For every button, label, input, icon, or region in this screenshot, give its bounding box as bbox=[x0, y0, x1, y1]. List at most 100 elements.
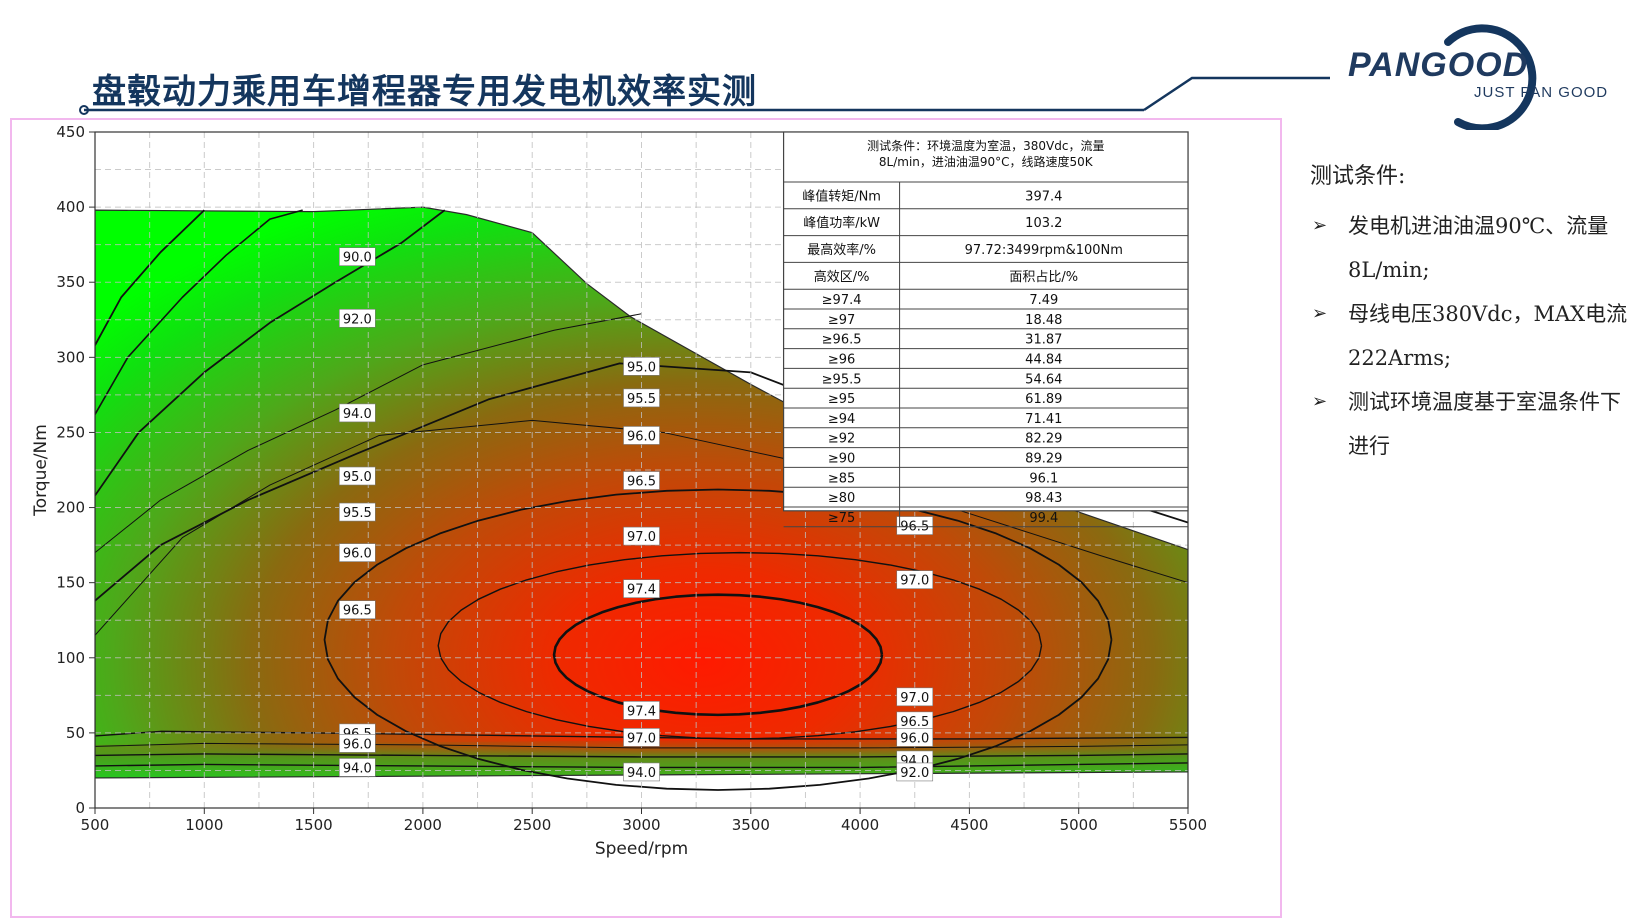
contour-label-box bbox=[339, 308, 376, 328]
table-cell-label: ≥95 bbox=[828, 392, 855, 407]
contour-90.0 bbox=[95, 209, 205, 346]
y-tick-label: 250 bbox=[56, 423, 85, 441]
table-cell-label: ≥97 bbox=[828, 313, 855, 328]
table-cell-value: 99.4 bbox=[1029, 511, 1058, 526]
contour-label-box bbox=[623, 526, 660, 546]
contour-label: 96.5 bbox=[900, 715, 929, 730]
table-cell-label: 最高效率/% bbox=[807, 242, 876, 258]
slide-title: 盘毂动力乘用车增程器专用发电机效率实测 bbox=[92, 72, 757, 112]
y-tick-label: 100 bbox=[56, 649, 85, 667]
contour-label-box bbox=[623, 728, 660, 747]
x-tick-label: 5000 bbox=[1060, 816, 1098, 834]
contour-label: 97.0 bbox=[900, 574, 929, 589]
contour-label-box bbox=[339, 543, 376, 562]
contour-label: 97.4 bbox=[627, 704, 656, 719]
table-cell-value: 61.89 bbox=[1025, 392, 1062, 407]
contour-label: 95.0 bbox=[343, 470, 372, 485]
contour-label: 97.0 bbox=[900, 691, 929, 706]
table-cell-label: ≥90 bbox=[828, 452, 855, 467]
test-conditions-heading: 测试条件: bbox=[1310, 164, 1406, 189]
test-condition-text: 发电机进油油温90℃、流量8L/min; bbox=[1348, 214, 1609, 282]
y-tick-label: 0 bbox=[75, 799, 85, 817]
header-rule-dot bbox=[79, 105, 89, 115]
contour-label: 96.5 bbox=[627, 475, 656, 490]
contour-label-box bbox=[339, 466, 376, 486]
contour-97.0 bbox=[437, 551, 1043, 740]
y-tick-label: 300 bbox=[56, 348, 85, 366]
contour-label-box bbox=[339, 600, 376, 620]
max-torque-envelope-line bbox=[95, 206, 1188, 779]
logo-ring bbox=[1444, 24, 1537, 130]
table-cell-value: 31.87 bbox=[1025, 333, 1062, 348]
contour-label-box bbox=[339, 734, 376, 753]
x-tick-label: 3000 bbox=[622, 816, 660, 834]
logo: PANGOOD bbox=[1348, 46, 1529, 84]
arrow-bullet-icon: ➢ bbox=[1312, 391, 1328, 412]
contour-label-box bbox=[339, 502, 376, 522]
contour-label: 97.0 bbox=[627, 530, 656, 545]
arrow-bullet-icon: ➢ bbox=[1312, 303, 1328, 324]
contour-label-box bbox=[339, 758, 376, 777]
contour-label-box bbox=[339, 403, 376, 423]
contour-label-box bbox=[896, 570, 934, 589]
contour-label-box bbox=[623, 579, 660, 598]
contour-label-box bbox=[896, 516, 934, 535]
contour-label: 96.0 bbox=[343, 737, 372, 752]
contour-label-box bbox=[896, 687, 934, 707]
test-condition-item: ➢ 测试环境温度基于室温条件下进行 bbox=[1310, 380, 1630, 468]
test-condition-item: ➢ 母线电压380Vdc，MAX电流222Arms; bbox=[1310, 292, 1630, 380]
test-conditions-panel: 测试条件: ➢ 发电机进油油温90℃、流量8L/min; ➢ 母线电压380Vd… bbox=[1310, 158, 1630, 468]
y-tick-label: 450 bbox=[56, 123, 85, 141]
contour-label: 97.4 bbox=[627, 583, 656, 598]
header-decoration bbox=[79, 24, 1537, 130]
table-cell-label: ≥75 bbox=[828, 511, 855, 526]
test-condition-text: 测试环境温度基于室温条件下进行 bbox=[1348, 390, 1621, 458]
contour-label: 95.5 bbox=[343, 506, 372, 521]
contour-label: 96.0 bbox=[343, 547, 372, 562]
table-cell-value: 面积占比/% bbox=[1009, 270, 1078, 285]
table-cell-value: 7.49 bbox=[1029, 293, 1058, 308]
header-rule-kink bbox=[1143, 76, 1330, 112]
contour-label-box bbox=[623, 357, 660, 376]
y-tick-label: 150 bbox=[56, 574, 85, 592]
y-tick-label: 200 bbox=[56, 499, 85, 517]
arrow-bullet-icon: ➢ bbox=[1312, 215, 1328, 236]
efficiency-map-chart: 500 1000 1500 2000 2500 3000 3500 4000 4500 5000 5… bbox=[31, 123, 1207, 859]
x-tick-label: 2000 bbox=[404, 816, 442, 834]
contour-label-box bbox=[623, 762, 660, 782]
contour-label: 95.5 bbox=[627, 392, 656, 407]
contour-label-box bbox=[896, 762, 934, 782]
table-cell-label: ≥80 bbox=[828, 491, 855, 506]
table-cell-value: 44.84 bbox=[1025, 353, 1062, 368]
test-condition-text: 母线电压380Vdc，MAX电流222Arms; bbox=[1348, 302, 1628, 370]
chart-frame: 500 1000 1500 2000 2500 3000 3500 4000 4500 5000 5… bbox=[10, 118, 1282, 918]
contour-label-box bbox=[339, 247, 376, 266]
contour-label: 94.0 bbox=[627, 766, 656, 781]
x-tick-label: 4000 bbox=[841, 816, 879, 834]
y-axis-label: Torque/Nm bbox=[31, 424, 51, 517]
contour-label: 96.5 bbox=[343, 604, 372, 619]
contour-label-box bbox=[623, 388, 660, 408]
table-condition-text: 测试条件：环境温度为室温，380Vdc，流量 bbox=[867, 138, 1104, 153]
table-cell-value: 397.4 bbox=[1025, 189, 1062, 204]
table-cell-label: ≥96 bbox=[828, 353, 855, 368]
x-tick-label: 1500 bbox=[295, 816, 333, 834]
x-axis-label: Speed/rpm bbox=[595, 839, 688, 859]
contour-95.0 bbox=[95, 313, 642, 554]
x-tick-label: 4500 bbox=[950, 816, 988, 834]
contour-label: 94.0 bbox=[343, 761, 372, 776]
x-tick-label: 1000 bbox=[185, 816, 223, 834]
contour-97.4 bbox=[552, 593, 884, 717]
table-cell-value: 89.29 bbox=[1025, 452, 1062, 467]
contour-label: 96.0 bbox=[627, 429, 656, 444]
table-cell-label: ≥95.5 bbox=[822, 372, 862, 387]
table-condition-text: 8L/min，进油油温90°C，线路速度50K bbox=[879, 154, 1094, 169]
y-tick-label: 350 bbox=[56, 273, 85, 291]
contour-label-box bbox=[623, 701, 660, 720]
x-tick-label: 3500 bbox=[732, 816, 770, 834]
y-tick-label: 400 bbox=[56, 198, 85, 216]
table-cell-label: 峰值功率/kW bbox=[803, 215, 880, 231]
table-cell-label: ≥92 bbox=[828, 432, 855, 447]
contour-label: 96.0 bbox=[900, 731, 929, 746]
table-cell-value: 97.72:3499rpm&100Nm bbox=[965, 243, 1123, 258]
